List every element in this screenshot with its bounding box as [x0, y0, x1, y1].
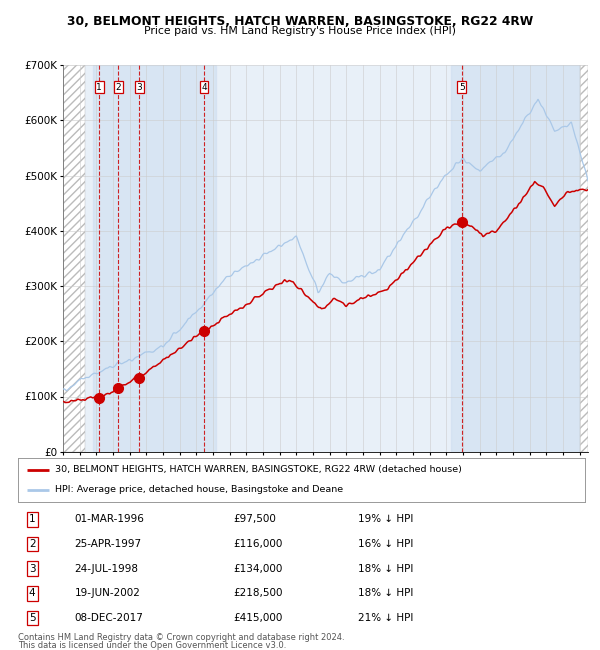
Text: 30, BELMONT HEIGHTS, HATCH WARREN, BASINGSTOKE, RG22 4RW (detached house): 30, BELMONT HEIGHTS, HATCH WARREN, BASIN… [55, 465, 462, 474]
Text: 21% ↓ HPI: 21% ↓ HPI [358, 613, 413, 623]
Text: £415,000: £415,000 [233, 613, 283, 623]
Bar [451, 65, 580, 452]
Bar [63, 65, 85, 452]
Text: 2: 2 [116, 83, 121, 92]
Text: 24-JUL-1998: 24-JUL-1998 [75, 564, 139, 574]
Text: 5: 5 [459, 83, 465, 92]
Text: 3: 3 [136, 83, 142, 92]
Text: 08-DEC-2017: 08-DEC-2017 [75, 613, 143, 623]
Text: 18% ↓ HPI: 18% ↓ HPI [358, 588, 413, 599]
Text: Contains HM Land Registry data © Crown copyright and database right 2024.: Contains HM Land Registry data © Crown c… [18, 633, 344, 642]
Text: 30, BELMONT HEIGHTS, HATCH WARREN, BASINGSTOKE, RG22 4RW: 30, BELMONT HEIGHTS, HATCH WARREN, BASIN… [67, 15, 533, 28]
Text: 1: 1 [29, 514, 35, 525]
Text: 19-JUN-2002: 19-JUN-2002 [75, 588, 140, 599]
Text: 19% ↓ HPI: 19% ↓ HPI [358, 514, 413, 525]
Text: £134,000: £134,000 [233, 564, 283, 574]
Text: £116,000: £116,000 [233, 539, 283, 549]
Text: 1: 1 [96, 83, 102, 92]
Text: 4: 4 [201, 83, 207, 92]
Text: HPI: Average price, detached house, Basingstoke and Deane: HPI: Average price, detached house, Basi… [55, 486, 343, 495]
Text: 25-APR-1997: 25-APR-1997 [75, 539, 142, 549]
Bar [580, 65, 588, 452]
Text: £97,500: £97,500 [233, 514, 277, 525]
Text: 2: 2 [29, 539, 35, 549]
Bar [93, 65, 217, 452]
Text: 16% ↓ HPI: 16% ↓ HPI [358, 539, 413, 549]
Text: This data is licensed under the Open Government Licence v3.0.: This data is licensed under the Open Gov… [18, 641, 286, 650]
Text: 4: 4 [29, 588, 35, 599]
Text: £218,500: £218,500 [233, 588, 283, 599]
Text: 01-MAR-1996: 01-MAR-1996 [75, 514, 145, 525]
Text: Price paid vs. HM Land Registry's House Price Index (HPI): Price paid vs. HM Land Registry's House … [144, 26, 456, 36]
Text: 3: 3 [29, 564, 35, 574]
Text: 5: 5 [29, 613, 35, 623]
Text: 18% ↓ HPI: 18% ↓ HPI [358, 564, 413, 574]
